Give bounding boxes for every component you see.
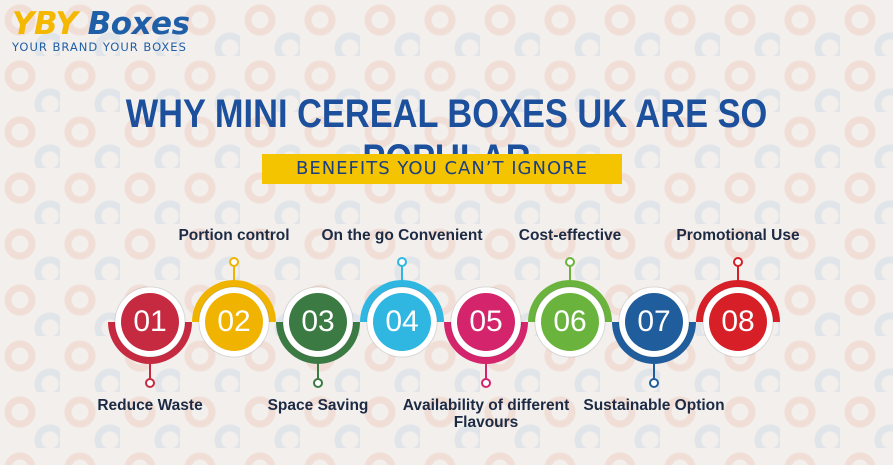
step-label: On the go Convenient [321,227,483,244]
connector-dot [145,378,155,388]
connector-dot [733,257,743,267]
brand-b: Boxes [87,6,190,42]
step-label: Cost-effective [518,227,622,244]
ring-inner [373,293,431,351]
step-label: Availability of different Flavours [402,397,570,431]
step-label: Space Saving [267,397,369,414]
step-label: Promotional Use [676,227,800,244]
step-number: 01 [133,305,166,338]
logo: YBY Boxes YOUR BRAND YOUR BOXES [12,6,190,54]
subtitle: BENEFITS YOU CAN’T IGNORE [262,154,622,184]
brand-a: YBY [12,6,78,42]
connector-dot [397,257,407,267]
ring-inner [541,293,599,351]
connector-dot [565,257,575,267]
connector-dot [649,378,659,388]
step-label: Sustainable Option [583,397,725,414]
ring-inner [289,293,347,351]
connector-dot [313,378,323,388]
step-label: Reduce Waste [97,397,203,414]
step-number: 04 [385,305,418,338]
step-number: 05 [469,305,502,338]
ring-inner [121,293,179,351]
step-number: 02 [217,305,250,338]
connector-dot [229,257,239,267]
tagline: YOUR BRAND YOUR BOXES [12,40,187,54]
ring-inner [625,293,683,351]
step-label: Portion control [178,227,290,244]
step-number: 07 [637,305,670,338]
step-number: 06 [553,305,586,338]
ring-inner [205,293,263,351]
brand: YBY Boxes [12,6,190,42]
step-number: 08 [721,305,754,338]
ring-inner [709,293,767,351]
step-number: 03 [301,305,334,338]
ring-inner [457,293,515,351]
connector-dot [481,378,491,388]
